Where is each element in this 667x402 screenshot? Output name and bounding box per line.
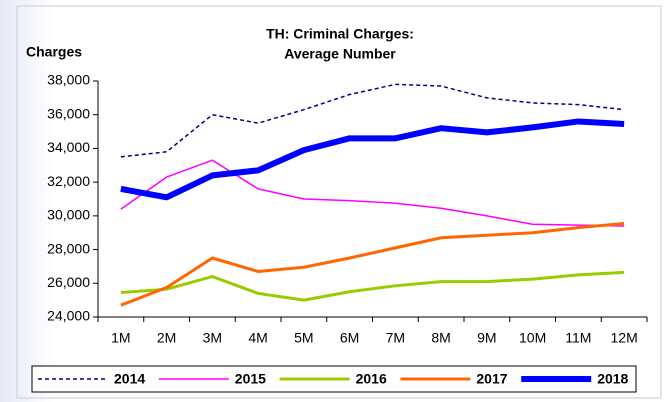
y-tick-label: 36,000 xyxy=(47,105,90,121)
x-tick-label: 8M xyxy=(431,330,450,346)
y-tick-label: 32,000 xyxy=(47,173,90,189)
x-tick-label: 10M xyxy=(519,330,546,346)
line-series xyxy=(120,270,625,302)
y-axis-label: Charges xyxy=(26,44,82,60)
x-tick-label: 7M xyxy=(386,330,405,346)
y-tick-label: 26,000 xyxy=(47,274,90,290)
y-tick-label: 30,000 xyxy=(47,207,90,223)
x-tick-label: 5M xyxy=(294,330,313,346)
x-tick-label: 3M xyxy=(203,330,222,346)
x-tick-label: 2M xyxy=(157,330,176,346)
line-series xyxy=(120,159,625,227)
chart-title: Average Number xyxy=(284,46,396,62)
legend-label: 2018 xyxy=(597,371,628,387)
y-tick-label: 38,000 xyxy=(47,72,90,88)
y-tick-label: 34,000 xyxy=(47,139,90,155)
x-tick-label: 4M xyxy=(248,330,267,346)
y-tick-label: 24,000 xyxy=(47,308,90,324)
x-tick-label: 12M xyxy=(611,330,638,346)
line-series xyxy=(120,221,625,307)
line-series xyxy=(120,118,625,201)
legend-label: 2017 xyxy=(476,371,507,387)
chart-title: TH: Criminal Charges: xyxy=(266,26,414,42)
x-tick-label: 6M xyxy=(340,330,359,346)
x-tick-label: 11M xyxy=(565,330,591,346)
legend-label: 2016 xyxy=(356,371,387,387)
y-tick-label: 28,000 xyxy=(47,240,90,256)
x-tick-label: 9M xyxy=(477,330,496,346)
legend-label: 2014 xyxy=(114,371,145,387)
chart-frame xyxy=(16,5,662,399)
x-tick-label: 1M xyxy=(111,330,130,346)
legend-label: 2015 xyxy=(235,371,266,387)
